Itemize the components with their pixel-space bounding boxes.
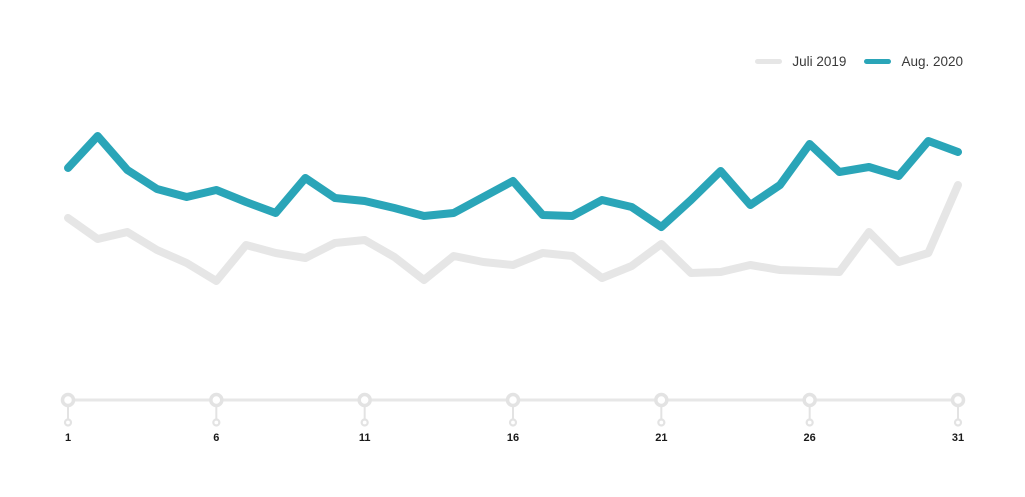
- axis-tick-label: 21: [655, 432, 667, 444]
- axis-tick-handle-31[interactable]: 31: [950, 392, 966, 445]
- axis-tick-label: 16: [507, 432, 519, 444]
- legend-label: Aug. 2020: [901, 54, 963, 69]
- chart-legend: Juli 2019 Aug. 2020: [755, 55, 963, 69]
- legend-line-swatch-aug-2020: [864, 59, 892, 65]
- axis-tick-label: 26: [804, 432, 816, 444]
- axis-tick-handle-11[interactable]: 11: [357, 392, 372, 445]
- axis-tick-handle-6[interactable]: 6: [209, 392, 224, 445]
- legend-item-juli-2019[interactable]: Juli 2019: [755, 55, 846, 69]
- series-line-aug-2020: [64, 132, 962, 231]
- axis-tick-label: 11: [359, 432, 371, 444]
- axis-tick-label: 6: [213, 432, 219, 444]
- series-line-juli-2019: [64, 181, 962, 285]
- legend-label: Juli 2019: [792, 54, 847, 69]
- axis-tick-label: 31: [952, 432, 964, 444]
- legend-line-swatch-juli-2019: [755, 59, 783, 65]
- axis-tick-handle-1[interactable]: 1: [60, 392, 76, 445]
- axis-tick-label: 1: [65, 432, 71, 444]
- axis-tick-handle-26[interactable]: 26: [802, 392, 817, 445]
- legend-item-aug-2020[interactable]: Aug. 2020: [864, 55, 963, 69]
- axis-tick-handle-16[interactable]: 16: [505, 392, 521, 445]
- axis-tick-handle-21[interactable]: 21: [654, 392, 669, 445]
